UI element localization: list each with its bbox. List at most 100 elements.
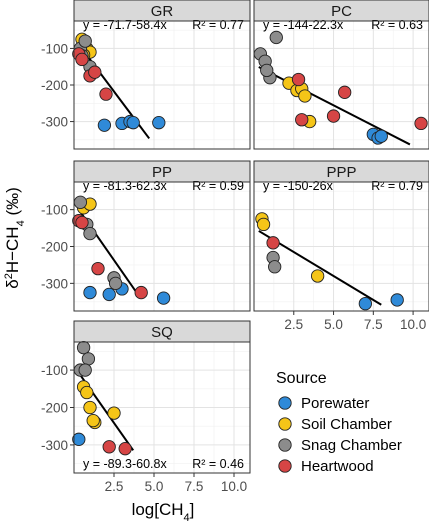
legend-label: Soil Chamber (301, 416, 392, 433)
data-point (81, 352, 96, 366)
data-point (97, 118, 112, 132)
legend-label: Porewater (301, 395, 369, 412)
legend-swatch (278, 459, 292, 473)
panel-border (253, 181, 429, 312)
r-squared: R² = 0.77 (192, 18, 244, 32)
data-point (83, 400, 97, 415)
panels-layer: GRy = -71.7-58.4x R² = 0.77 -100 -200 -300 PC… (41, 0, 429, 494)
panel-pp: PPy = -81.3-62.3x R² = 0.59 -100 -200 -300 (41, 160, 251, 312)
gridlines (254, 182, 429, 311)
legend-entries: Porewater Soil Chamber Snag Chamber Heartwo… (278, 395, 402, 475)
data-points (72, 195, 171, 305)
data-point (83, 285, 97, 300)
gridlines (254, 21, 429, 149)
r-squared: R² = 0.63 (371, 18, 423, 32)
legend-title: Source (276, 370, 327, 387)
data-point (374, 129, 388, 143)
y-tick-label: -100 (41, 203, 68, 218)
data-point (256, 217, 271, 232)
data-point (152, 116, 166, 130)
regression-equation: y = -144-22.3x (263, 18, 344, 32)
data-point (326, 109, 341, 123)
r-squared: R² = 0.46 (192, 457, 244, 471)
data-points (253, 30, 428, 145)
data-point (291, 72, 306, 87)
panel-title: PPP (326, 164, 356, 181)
y-tick-label: -200 (41, 401, 68, 416)
panel-title: PP (152, 164, 172, 181)
legend-label: Snag Chamber (301, 437, 402, 454)
x-tick-label: 2.5 (105, 479, 124, 494)
data-point (99, 87, 113, 101)
panel-title: PC (331, 3, 352, 20)
data-point (338, 85, 352, 99)
data-point (73, 195, 88, 209)
data-point (126, 116, 140, 130)
x-tick-label: 7.5 (364, 317, 383, 332)
regression-equation: y = -71.7-58.4x (83, 18, 167, 32)
r-squared: R² = 0.59 (192, 179, 244, 193)
data-point (78, 34, 92, 48)
data-point (72, 432, 86, 446)
data-point (80, 385, 94, 400)
data-point (88, 65, 102, 79)
data-point (268, 260, 282, 274)
y-tick-label: -300 (41, 276, 68, 291)
x-tick-label: 7.5 (185, 479, 204, 494)
data-point (86, 413, 100, 428)
y-axis-label: δ2H−CH4 (‰) (3, 187, 27, 289)
data-point (295, 113, 309, 127)
legend-swatch (278, 438, 292, 452)
data-point (75, 215, 89, 230)
y-tick-label: -200 (41, 78, 68, 93)
data-points (72, 340, 132, 456)
y-tick-label: -100 (41, 363, 68, 378)
y-tick-label: -300 (41, 438, 68, 453)
data-point (75, 52, 89, 67)
data-point (310, 269, 325, 283)
regression-equation: y = -150-26x (263, 179, 334, 193)
r-squared: R² = 0.79 (371, 179, 423, 193)
data-point (76, 340, 91, 355)
data-points (255, 212, 404, 311)
data-point (156, 291, 171, 305)
y-tick-label: -300 (41, 115, 68, 130)
data-point (260, 63, 274, 78)
data-point (414, 116, 428, 131)
panel-title: GR (151, 3, 174, 20)
data-point (358, 296, 373, 311)
data-point (102, 440, 116, 454)
data-point (108, 276, 123, 291)
panel-sq: SQ y = -89.3-60.8x R² = 0.46 -100 -200 -300 2.… (41, 320, 251, 494)
y-tick-label: -100 (41, 41, 68, 56)
x-tick-label: 5.0 (324, 317, 343, 332)
legend-label: Heartwood (301, 458, 374, 475)
data-point (269, 30, 283, 45)
legend-swatch (278, 417, 292, 431)
data-point (91, 261, 105, 276)
data-point (102, 287, 116, 302)
data-point (298, 89, 312, 103)
panel-border (253, 20, 429, 150)
legend: Source Porewater Soil Chamber Snag Chamber… (276, 370, 402, 475)
data-point (118, 442, 132, 456)
x-tick-label: 5.0 (145, 479, 164, 494)
data-point (78, 363, 92, 377)
panel-title: SQ (151, 324, 173, 341)
x-tick-label: 2.5 (284, 317, 303, 332)
legend-swatch (278, 396, 292, 410)
data-point (266, 236, 280, 250)
data-point (107, 406, 121, 420)
data-point (134, 285, 148, 300)
regression-equation: y = -81.3-62.3x (83, 179, 167, 193)
x-tick-label: 10.0 (221, 479, 247, 494)
x-tick-label: 10.0 (400, 317, 426, 332)
data-point (390, 293, 404, 307)
panel-gr: GRy = -71.7-58.4x R² = 0.77 -100 -200 -300 (41, 0, 251, 150)
panel-pc: PCy = -144-22.3x R² = 0.63 (253, 0, 429, 150)
x-axis-label: log[CH4] (132, 500, 195, 523)
data-point (83, 226, 97, 241)
data-points (72, 32, 166, 132)
